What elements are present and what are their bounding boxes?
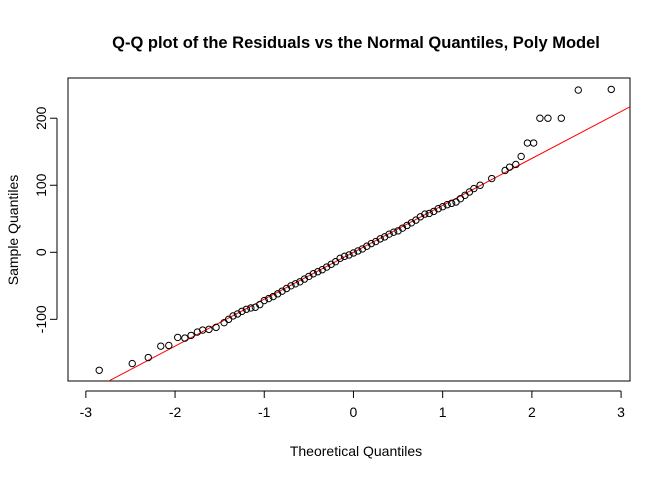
data-point (385, 230, 393, 238)
data-point (607, 85, 615, 94)
data-point (212, 323, 220, 332)
data-point (367, 239, 376, 248)
data-point (389, 228, 398, 236)
x-axis-label: Theoretical Quantiles (290, 443, 422, 459)
y-tick-label: 100 (33, 173, 49, 197)
data-point (181, 334, 189, 342)
data-point (345, 251, 353, 259)
data-point (505, 163, 514, 171)
data-point (434, 205, 442, 213)
data-point (421, 210, 429, 218)
data-point (349, 249, 358, 257)
data-point (314, 268, 322, 276)
data-point (187, 331, 195, 340)
data-point (376, 235, 384, 243)
x-tick-label: 3 (617, 404, 625, 420)
data-point (309, 270, 318, 278)
x-tick-label: -3 (80, 404, 93, 420)
data-point (144, 353, 152, 362)
data-point (256, 300, 264, 309)
data-point (238, 307, 246, 315)
data-point (165, 341, 173, 350)
data-point (470, 184, 478, 193)
data-point (291, 280, 300, 288)
x-tick-label: 1 (439, 404, 447, 420)
data-point (354, 247, 362, 255)
data-point (438, 203, 447, 211)
data-point (544, 114, 552, 122)
chart-title: Q-Q plot of the Residuals vs the Normal … (112, 34, 600, 52)
x-tick-label: -2 (169, 404, 182, 420)
data-point (557, 114, 566, 122)
data-point (336, 254, 344, 263)
data-point (517, 152, 525, 161)
data-point (128, 359, 136, 368)
data-point (574, 86, 582, 94)
data-point (229, 312, 237, 320)
data-point (265, 294, 273, 303)
data-point (242, 305, 251, 313)
data-point (488, 174, 496, 183)
x-tick-label: 2 (528, 404, 536, 420)
data-point (287, 282, 295, 290)
data-point (174, 333, 182, 342)
data-point (260, 296, 268, 305)
data-point (95, 366, 103, 374)
data-point (476, 181, 484, 189)
plot-frame (67, 77, 631, 382)
data-point (205, 325, 213, 334)
data-point (340, 252, 349, 261)
data-point (529, 139, 538, 147)
y-tick-label: 0 (33, 248, 49, 256)
data-point (157, 342, 165, 350)
y-axis-label: Sample Quantiles (5, 175, 21, 286)
reference-line (107, 106, 630, 381)
data-point (247, 304, 255, 312)
y-tick-label: 200 (33, 106, 49, 130)
x-tick-label: 0 (350, 404, 358, 420)
data-point (443, 200, 451, 209)
data-point (512, 160, 520, 169)
y-tick-label: -100 (33, 305, 49, 333)
data-point (425, 209, 433, 218)
data-point (536, 114, 544, 122)
x-tick-label: -1 (258, 404, 271, 420)
data-point (447, 199, 456, 208)
